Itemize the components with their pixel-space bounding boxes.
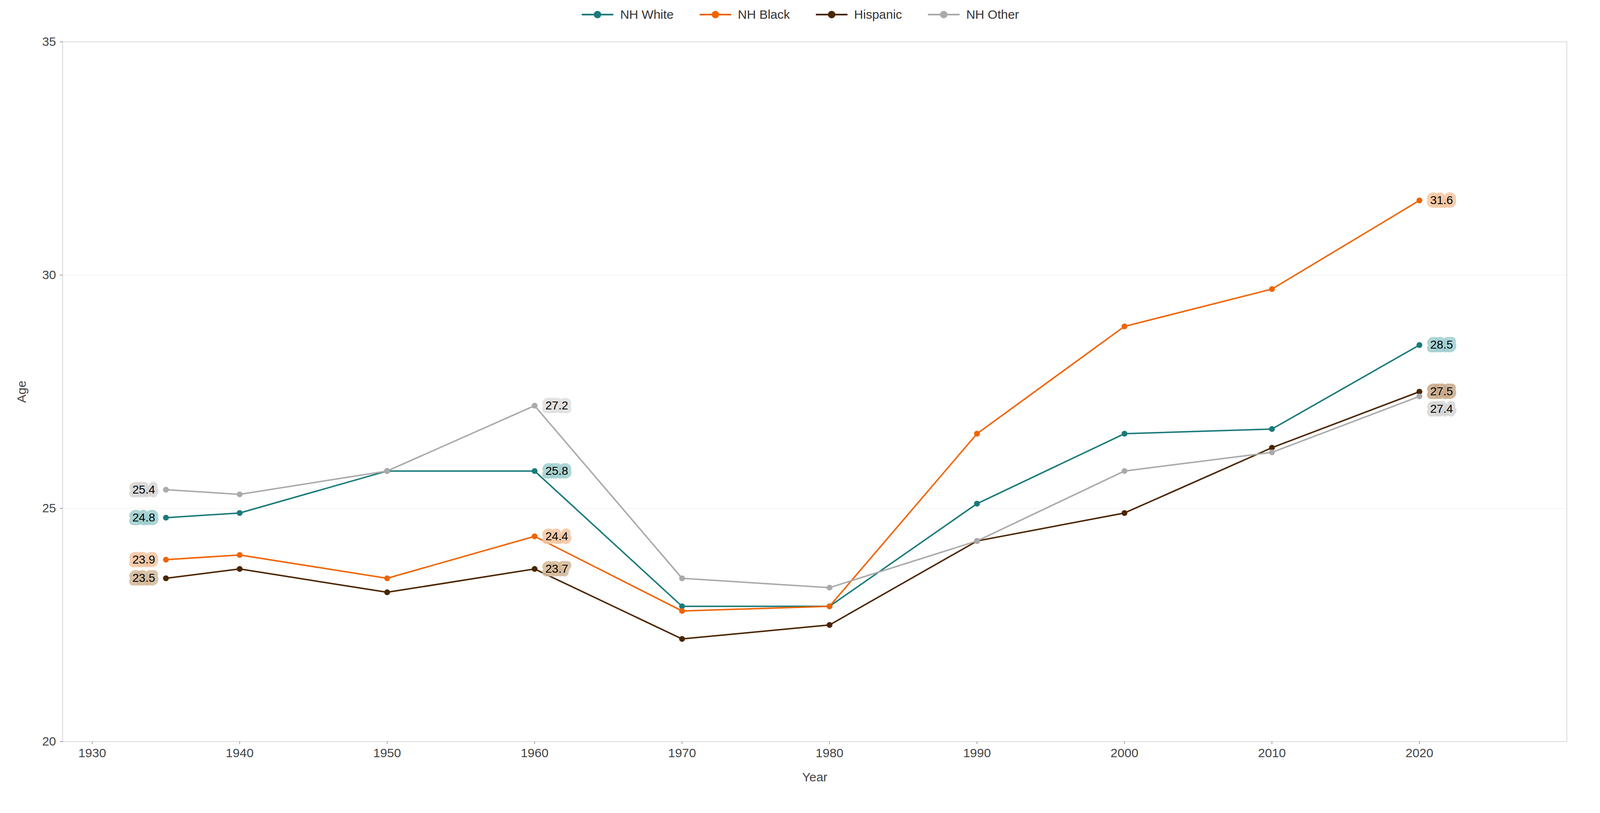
- svg-text:23.5: 23.5: [132, 571, 156, 585]
- svg-text:2010: 2010: [1257, 746, 1286, 760]
- html-text:NH Other: NH Other: [966, 7, 1019, 22]
- svg-text:27.5: 27.5: [1430, 385, 1454, 398]
- svg-text:1980: 1980: [815, 746, 844, 760]
- svg-text:20: 20: [42, 734, 56, 749]
- svg-text:23.9: 23.9: [132, 553, 156, 567]
- svg-text:27.2: 27.2: [545, 399, 569, 413]
- svg-text:25: 25: [42, 501, 56, 515]
- svg-text:1930: 1930: [78, 746, 107, 760]
- svg-text:1960: 1960: [520, 746, 549, 760]
- html-text:NH White: NH White: [620, 7, 674, 22]
- svg-text:1990: 1990: [962, 746, 991, 760]
- svg-text:24.8: 24.8: [132, 511, 156, 525]
- svg-text:1940: 1940: [225, 746, 254, 760]
- svg-text:25.8: 25.8: [545, 464, 569, 478]
- svg-text:28.5: 28.5: [1430, 338, 1454, 352]
- svg-text:24.4: 24.4: [545, 530, 569, 543]
- svg-text:35: 35: [42, 34, 56, 49]
- svg-text:1970: 1970: [668, 746, 697, 760]
- svg-text:1950: 1950: [373, 746, 402, 760]
- svg-text:27.4: 27.4: [1430, 402, 1454, 416]
- svg-text:25.4: 25.4: [132, 483, 156, 497]
- svg-text:31.6: 31.6: [1430, 193, 1454, 207]
- svg-text:Age: Age: [14, 380, 29, 403]
- html-text:NH Black: NH Black: [737, 7, 790, 22]
- svg-text:2020: 2020: [1405, 746, 1434, 760]
- html-text:Hispanic: Hispanic: [854, 7, 903, 22]
- svg-text:2000: 2000: [1110, 746, 1139, 760]
- svg-text:23.7: 23.7: [545, 562, 569, 576]
- svg-text:Year: Year: [802, 770, 828, 785]
- svg-text:30: 30: [42, 267, 56, 282]
